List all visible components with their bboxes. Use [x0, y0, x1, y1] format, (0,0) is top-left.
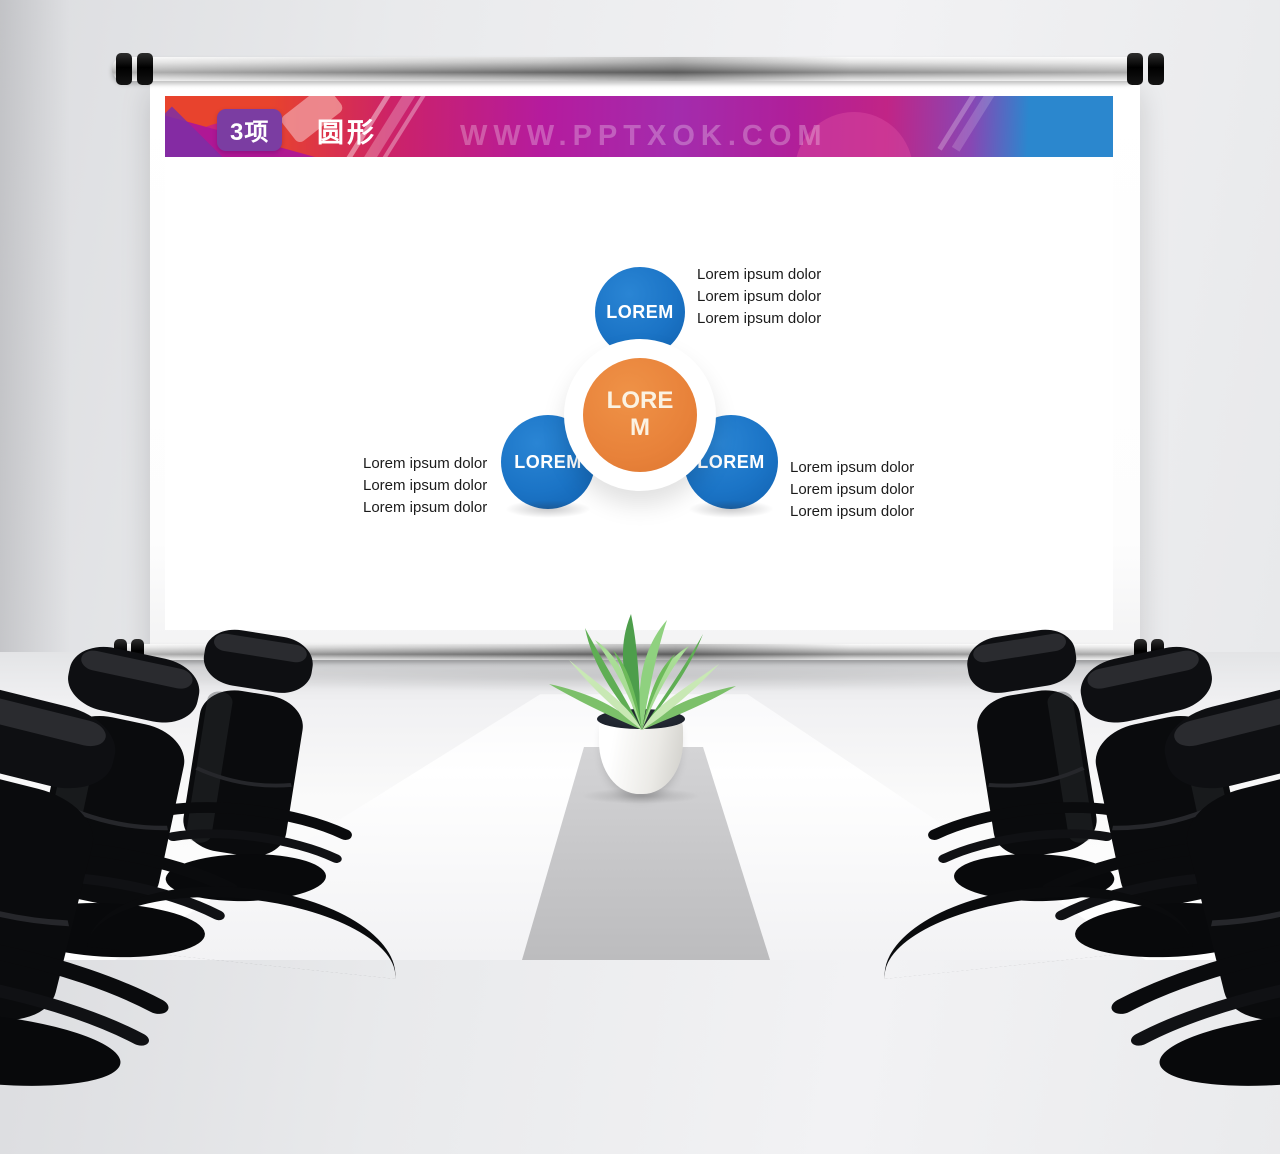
- item-count-badge: 3项: [217, 109, 283, 151]
- desc-line: Lorem ipsum dolor: [790, 481, 915, 498]
- satellite-label: LOREM: [606, 301, 674, 322]
- description-right: Lorem ipsum dolor Lorem ipsum dolor Lore…: [790, 457, 914, 523]
- desc-line: Lorem ipsum dolor: [790, 503, 915, 520]
- plant-leaves: [549, 614, 736, 730]
- desc-line: Lorem ipsum dolor: [697, 310, 822, 327]
- desc-line: Lorem ipsum dolor: [363, 477, 488, 494]
- center-circle: LOREM: [583, 358, 697, 472]
- description-top: Lorem ipsum dolor Lorem ipsum dolor Lore…: [697, 264, 821, 330]
- roller-bar-top: [112, 57, 1138, 81]
- desc-line: Lorem ipsum dolor: [790, 459, 915, 476]
- satellite-label: LOREM: [514, 451, 582, 472]
- desc-line: Lorem ipsum dolor: [697, 266, 822, 283]
- bar-end-cap: [1127, 53, 1143, 85]
- potted-plant: [535, 612, 750, 812]
- bar-end-cap: [116, 53, 132, 85]
- desc-line: Lorem ipsum dolor: [363, 499, 488, 516]
- header-decor-stripe: [951, 96, 1000, 152]
- circle-diagram: LOREM LOREM LOREM LOREM Lorem ipsum dolo…: [165, 157, 1113, 630]
- satellite-circle-right: LOREM: [684, 415, 778, 518]
- desc-line: Lorem ipsum dolor: [697, 288, 822, 305]
- bar-end-cap: [1148, 53, 1164, 85]
- description-left: Lorem ipsum dolor Lorem ipsum dolor Lore…: [363, 453, 487, 519]
- slide-title: 圆形: [317, 118, 377, 148]
- bar-end-cap: [137, 53, 153, 85]
- slide: 3项 圆形 WWW.PPTXOK.COM LOREM LOREM LOREM L…: [165, 96, 1113, 630]
- watermark-text: WWW.PPTXOK.COM: [460, 120, 828, 152]
- center-label: LOREM: [606, 387, 674, 441]
- slide-header: 3项 圆形 WWW.PPTXOK.COM: [165, 96, 1113, 157]
- pot-shadow: [581, 788, 701, 804]
- desc-line: Lorem ipsum dolor: [363, 455, 488, 472]
- satellite-label: LOREM: [697, 451, 765, 472]
